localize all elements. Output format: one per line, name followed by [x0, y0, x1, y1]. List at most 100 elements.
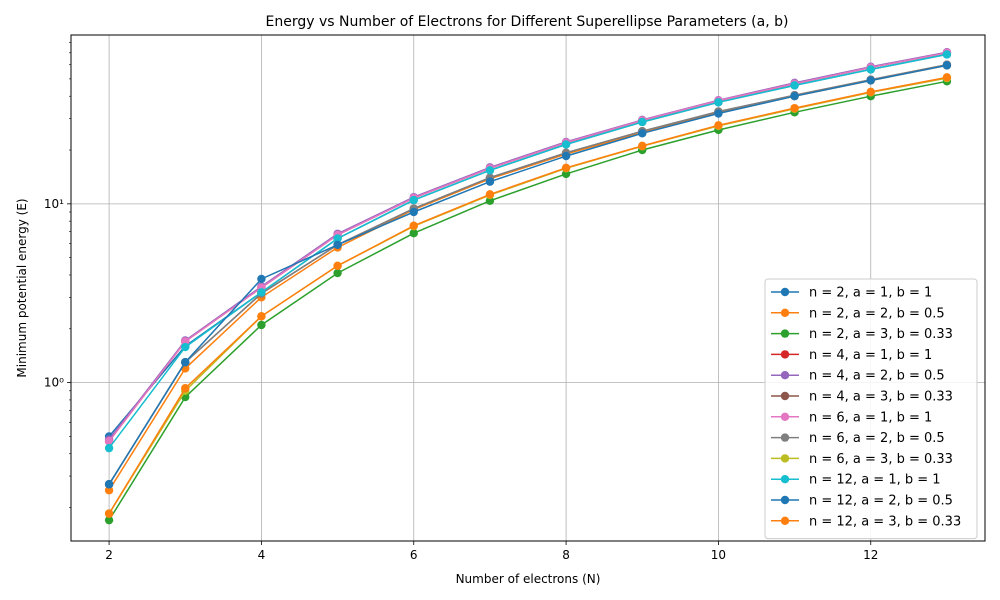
data-point — [942, 50, 952, 59]
data-point — [790, 103, 799, 113]
data-point — [409, 195, 418, 205]
data-point — [714, 98, 723, 107]
legend-label: n = 2, a = 2, b = 0.5 — [809, 306, 945, 321]
series-line — [108, 80, 948, 521]
data-point — [409, 207, 418, 217]
series-line — [108, 64, 948, 485]
data-point — [561, 151, 571, 161]
data-point — [714, 109, 723, 118]
data-point — [104, 443, 114, 453]
legend-marker — [780, 350, 790, 359]
data-point — [638, 117, 647, 127]
legend-marker — [780, 287, 790, 297]
series-line — [108, 51, 948, 441]
legend-marker — [780, 433, 790, 442]
legend: n = 2, a = 1, b = 1 n = 2, a = 2, b = 0.5… — [764, 278, 978, 540]
legend-label: n = 4, a = 1, b = 1 — [809, 348, 932, 363]
x-tick-label: 12 — [863, 548, 878, 562]
y-tick-label: 10¹ — [44, 197, 64, 211]
legend-marker — [780, 308, 790, 317]
x-tick-label: 2 — [105, 548, 113, 562]
x-tick-label: 10 — [711, 548, 726, 562]
legend-item: n = 2, a = 1, b = 1 — [771, 286, 932, 301]
x-axis-label: Number of electrons (N) — [456, 572, 601, 586]
legend-label: n = 12, a = 2, b = 0.5 — [809, 494, 953, 509]
data-point — [790, 81, 799, 90]
series-12 — [104, 73, 952, 518]
data-point — [638, 129, 647, 138]
data-point — [561, 163, 571, 173]
data-point — [104, 509, 114, 518]
legend-item: n = 12, a = 1, b = 1 — [771, 473, 941, 488]
data-point — [790, 92, 799, 101]
data-point — [485, 166, 495, 175]
legend-item: n = 12, a = 3, b = 0.33 — [771, 514, 961, 529]
series-line — [108, 63, 948, 485]
y-tick-label: 10⁰ — [44, 376, 64, 390]
data-point — [333, 268, 342, 278]
legend-label: n = 6, a = 3, b = 0.33 — [809, 452, 953, 467]
legend-item: n = 12, a = 2, b = 0.5 — [771, 494, 953, 509]
data-point — [333, 261, 342, 271]
legend-item: n = 2, a = 3, b = 0.33 — [771, 327, 953, 342]
data-point — [866, 65, 875, 74]
legend-marker — [780, 475, 790, 484]
data-point — [257, 312, 266, 321]
data-point — [942, 61, 952, 70]
data-point — [104, 437, 114, 446]
legend-label: n = 12, a = 3, b = 0.33 — [809, 514, 961, 529]
legend-label: n = 6, a = 1, b = 1 — [809, 410, 932, 425]
data-point — [333, 240, 342, 250]
legend-marker — [780, 329, 790, 338]
data-point — [638, 141, 647, 151]
data-point — [257, 274, 266, 284]
x-tick-label: 8 — [562, 548, 570, 562]
series-10 — [104, 50, 952, 453]
series-line — [108, 76, 948, 514]
data-point — [257, 320, 266, 330]
data-point — [485, 177, 495, 186]
legend-item: n = 6, a = 2, b = 0.5 — [771, 431, 945, 446]
legend-label: n = 2, a = 1, b = 1 — [809, 286, 932, 301]
series-11 — [104, 61, 952, 489]
legend-label: n = 12, a = 1, b = 1 — [809, 473, 941, 488]
chart-title: Energy vs Number of Electrons for Differ… — [266, 14, 789, 30]
x-tick-label: 6 — [410, 548, 418, 562]
data-point — [485, 196, 495, 205]
plot-area-frame — [70, 34, 986, 542]
legend-marker — [780, 454, 790, 463]
series-layer — [104, 48, 952, 525]
legend-item: n = 4, a = 3, b = 0.33 — [771, 390, 953, 405]
legend-label: n = 4, a = 3, b = 0.33 — [809, 390, 953, 405]
legend-marker — [780, 412, 790, 421]
legend-box — [764, 278, 978, 540]
legend-marker — [780, 516, 790, 525]
data-point — [333, 234, 342, 243]
legend-label: n = 2, a = 3, b = 0.33 — [809, 327, 953, 342]
data-point — [181, 384, 190, 393]
legend-marker — [780, 495, 790, 505]
x-tick-label: 4 — [258, 548, 266, 562]
y-axis-label: Minimum potential energy (E) — [15, 198, 29, 377]
legend-item: n = 6, a = 3, b = 0.33 — [771, 452, 953, 467]
data-point — [866, 87, 875, 97]
data-point — [714, 121, 723, 130]
axis-ticks: 2 4 6 8 10 12 10⁰ 10¹ — [44, 42, 878, 562]
data-point — [561, 140, 571, 149]
data-point — [942, 73, 952, 82]
legend-label: n = 4, a = 2, b = 0.5 — [809, 369, 945, 384]
data-point — [485, 190, 495, 199]
legend-item: n = 4, a = 1, b = 1 — [771, 348, 932, 363]
legend-item: n = 2, a = 2, b = 0.5 — [771, 306, 945, 321]
data-point — [104, 486, 114, 495]
legend-item: n = 4, a = 2, b = 0.5 — [771, 369, 945, 384]
legend-item: n = 6, a = 1, b = 1 — [771, 410, 932, 425]
legend-marker — [780, 371, 790, 380]
legend-marker — [780, 391, 790, 401]
legend-label: n = 6, a = 2, b = 0.5 — [809, 431, 945, 446]
data-point — [409, 229, 418, 238]
data-point — [257, 288, 266, 297]
data-point — [181, 342, 190, 352]
data-point — [104, 480, 114, 489]
